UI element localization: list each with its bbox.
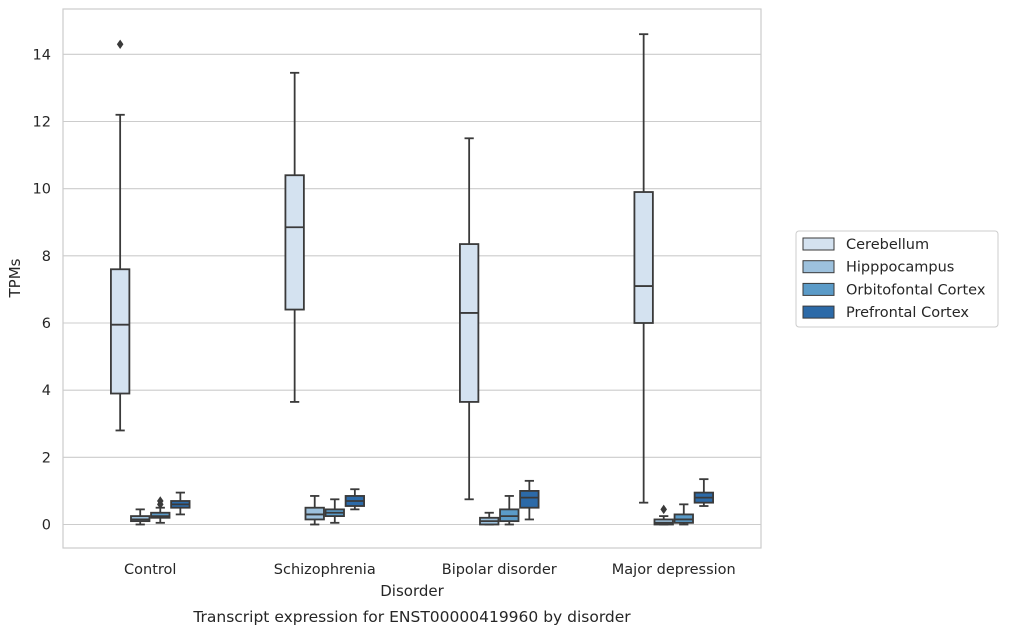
- box-1-3: [459, 137, 480, 501]
- legend-label: Orbitofontal Cortex: [846, 282, 986, 298]
- legend-label: Prefrontal Cortex: [846, 305, 969, 321]
- chart-caption: Transcript expression for ENST0000041996…: [192, 608, 631, 626]
- outlier-point: [660, 504, 668, 515]
- box-4-1: [170, 491, 191, 516]
- x-axis-ticks: Control Schizophrenia Bipolar disorder Majo…: [124, 562, 736, 578]
- box-body: [633, 191, 654, 324]
- y-tick-label: 8: [42, 249, 51, 265]
- legend-items: Cerebellum Hipppocampus Orbitofontal Corte…: [802, 237, 986, 321]
- box-2-3: [479, 511, 500, 526]
- y-tick-label: 10: [33, 182, 51, 198]
- y-axis-label: TPMs: [6, 258, 24, 298]
- y-tick-label: 6: [42, 316, 51, 332]
- y-tick-label: 14: [33, 47, 51, 63]
- box-4-3: [519, 479, 540, 521]
- box-3-3: [499, 495, 520, 526]
- plot-frame: [62, 8, 762, 549]
- outlier-point: [116, 39, 124, 49]
- box-body: [110, 268, 131, 395]
- legend-swatch: [802, 282, 835, 296]
- box-4-4: [693, 478, 714, 507]
- box-1-4: [633, 33, 654, 504]
- box-2-4: [653, 504, 674, 526]
- box-3-1: [150, 496, 171, 524]
- box-1-2: [284, 71, 305, 403]
- box-1-1: [110, 39, 131, 432]
- y-axis-ticks: 0 2 4 6 8 10 12 14: [33, 47, 51, 533]
- legend-label: Hipppocampus: [846, 260, 954, 276]
- outlier-point: [156, 496, 164, 506]
- legend: Cerebellum Hipppocampus Orbitofontal Corte…: [795, 230, 999, 328]
- legend-swatch: [802, 305, 835, 319]
- box-plot-series: [110, 33, 714, 526]
- box-2-1: [130, 508, 151, 526]
- box-3-2: [324, 498, 345, 524]
- box-4-2: [344, 488, 365, 511]
- box-2-2: [304, 495, 325, 526]
- legend-swatch: [802, 237, 835, 251]
- box-body: [284, 174, 305, 311]
- x-tick-label: Schizophrenia: [274, 562, 376, 578]
- y-tick-label: 4: [42, 383, 51, 399]
- y-tick-label: 12: [33, 115, 51, 131]
- x-tick-label: Bipolar disorder: [442, 562, 557, 578]
- y-tick-label: 2: [42, 450, 51, 466]
- legend-swatch: [802, 260, 835, 274]
- legend-frame: [795, 230, 999, 328]
- y-tick-label: 0: [42, 517, 51, 533]
- x-tick-label: Control: [124, 562, 176, 578]
- box-body: [519, 490, 540, 509]
- box-body: [459, 243, 480, 403]
- gridlines: [63, 53, 761, 526]
- legend-label: Cerebellum: [846, 237, 929, 253]
- box-3-4: [673, 503, 694, 526]
- x-axis-label: Disorder: [380, 582, 444, 600]
- x-tick-label: Major depression: [612, 562, 736, 578]
